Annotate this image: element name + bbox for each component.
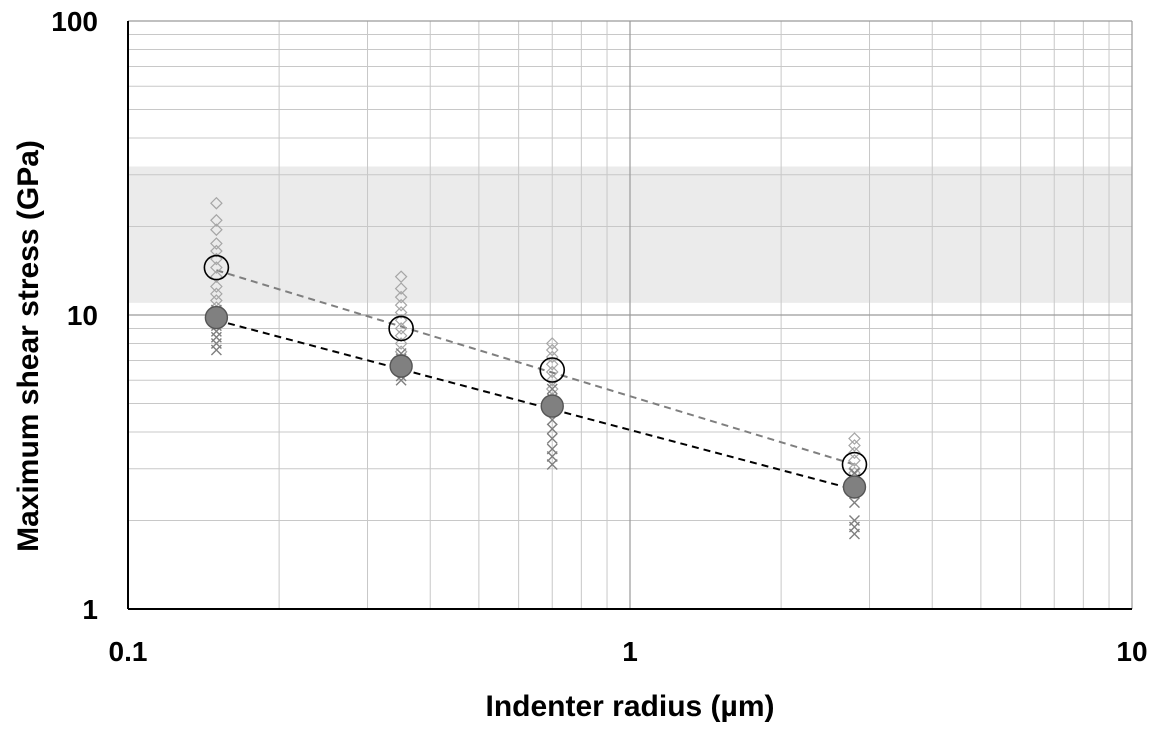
x-axis-title: Indenter radius (µm) [486, 690, 775, 723]
trendline [216, 269, 855, 466]
diamond-marker [848, 454, 861, 467]
trendline [216, 319, 855, 491]
diamond-marker [394, 270, 408, 284]
diamond-marker [394, 337, 408, 350]
diamond-marker [210, 252, 223, 266]
diamond-marker [848, 432, 861, 445]
diamond-marker [394, 313, 408, 327]
trendlines [216, 269, 855, 491]
x-marker [848, 528, 860, 540]
diamond-marker [545, 365, 559, 379]
filled-circle-marker [540, 394, 564, 418]
filled-circle-marker [389, 354, 413, 378]
diamond-marker [210, 270, 223, 284]
diamond-marker [210, 223, 223, 237]
diamond-marker [545, 343, 559, 357]
diamond-marker [394, 290, 408, 304]
x-tick-label: 10 [1116, 636, 1147, 667]
diamond-marker [394, 322, 408, 335]
open-circle-marker [203, 254, 230, 281]
diamond-marker [545, 350, 559, 364]
diamond-marker [394, 298, 408, 312]
y-tick-label: 100 [51, 6, 98, 37]
diamond-marker [848, 446, 861, 460]
diamond-marker [210, 244, 223, 258]
x-marker [848, 497, 860, 509]
x-marker [546, 433, 558, 445]
diamond-marker [210, 280, 223, 293]
y-tick-label: 1 [82, 594, 98, 625]
x-marker [546, 451, 558, 463]
diamond-marker [848, 439, 861, 452]
open-circle-marker [388, 315, 414, 342]
x-marker [546, 383, 558, 395]
diamond-marker [545, 337, 559, 350]
diamond-marker [210, 196, 223, 210]
filled-circle-marker [204, 305, 229, 330]
diamond-marker [210, 287, 223, 301]
diamond-marker [394, 306, 408, 319]
x-marker [546, 459, 558, 471]
filled-circle-marker [842, 475, 867, 499]
x-tick-label: 1 [622, 636, 638, 667]
x-tick-label: 0.1 [109, 636, 148, 667]
open-circle-marker [539, 357, 566, 383]
diamond-marker [210, 261, 223, 274]
diamond-marker [210, 213, 223, 227]
markers [203, 196, 868, 540]
diamond-marker [545, 373, 559, 387]
x-tick-labels: 0.1 1 10 [109, 636, 1148, 667]
y-tick-label: 10 [67, 300, 98, 331]
x-marker [210, 344, 222, 356]
diamond-marker [210, 237, 223, 250]
diamond-marker [545, 357, 559, 371]
x-marker [546, 423, 558, 435]
diamond-marker [394, 282, 408, 295]
y-tick-labels: 1 10 100 [51, 6, 98, 625]
y-axis-title: Maximum shear stress (GPa) [12, 140, 45, 552]
diamond-marker [848, 462, 861, 476]
